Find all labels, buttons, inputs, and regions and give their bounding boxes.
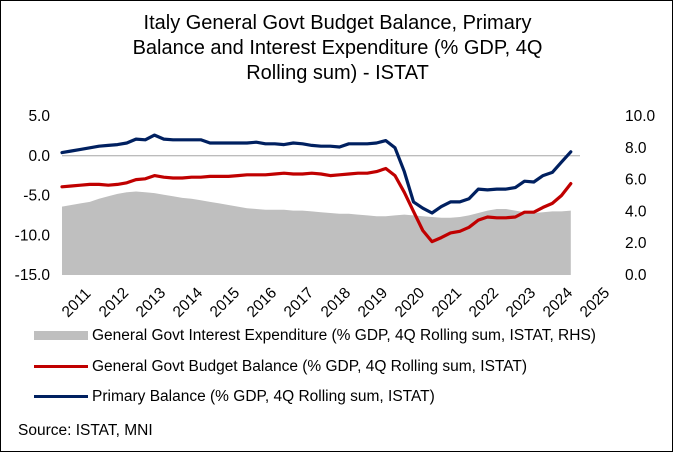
y-right-tick-label: 4.0: [625, 203, 647, 220]
x-tick-label: 2014: [170, 284, 207, 321]
title-line-2: Balance and Interest Expenditure (% GDP,…: [132, 37, 543, 59]
x-tick-label: 2015: [207, 284, 243, 320]
y-left-tick-label: 5.0: [28, 108, 50, 125]
x-tick-label: 2025: [577, 284, 613, 320]
y-right-tick-label: 0.0: [625, 267, 647, 284]
legend-swatch-budget-balance: [34, 365, 88, 368]
y-right-tick-label: 10.0: [625, 108, 656, 125]
title-line-3: Rolling sum) - ISTAT: [246, 62, 429, 84]
x-tick-label: 2011: [59, 285, 95, 321]
y-right-tick-label: 8.0: [625, 140, 647, 157]
chart-title: Italy General Govt Budget Balance, Prima…: [61, 11, 614, 86]
source-note: Source: ISTAT, MNI: [18, 422, 153, 439]
x-tick-label: 2013: [133, 284, 169, 320]
legend-swatch-interest: [34, 331, 88, 340]
legend-label-primary-balance: Primary Balance (% GDP, 4Q Rolling sum, …: [92, 388, 435, 405]
legend-label-interest: General Govt Interest Expenditure (% GDP…: [92, 327, 596, 344]
x-tick-label: 2021: [429, 284, 465, 320]
y-left-tick-label: -10.0: [15, 227, 51, 244]
series-interest-expenditure-area: [62, 191, 571, 275]
x-tick-label: 2020: [392, 284, 429, 321]
series-budget-balance-line: [60, 166, 573, 244]
x-tick-label: 2024: [540, 284, 577, 321]
y-left-tick-label: -5.0: [23, 188, 50, 205]
y-left-tick-label: 0.0: [28, 148, 50, 165]
y-right-tick-label: 2.0: [625, 235, 647, 252]
title-line-1: Italy General Govt Budget Balance, Prima…: [143, 12, 532, 34]
x-tick-label: 2017: [281, 284, 317, 320]
x-tick-label: 2016: [244, 284, 280, 320]
x-tick-label: 2012: [96, 284, 132, 320]
x-tick-label: 2019: [355, 284, 391, 320]
legend-label-budget-balance: General Govt Budget Balance (% GDP, 4Q R…: [92, 358, 528, 375]
y-left-tick-label: -15.0: [15, 267, 51, 284]
series-primary-balance-line: [60, 133, 573, 215]
x-tick-label: 2022: [466, 284, 502, 320]
x-tick-label: 2023: [503, 284, 539, 320]
y-right-tick-label: 6.0: [625, 172, 647, 189]
legend-swatch-primary-balance: [34, 395, 88, 398]
x-tick-label: 2018: [318, 284, 354, 320]
